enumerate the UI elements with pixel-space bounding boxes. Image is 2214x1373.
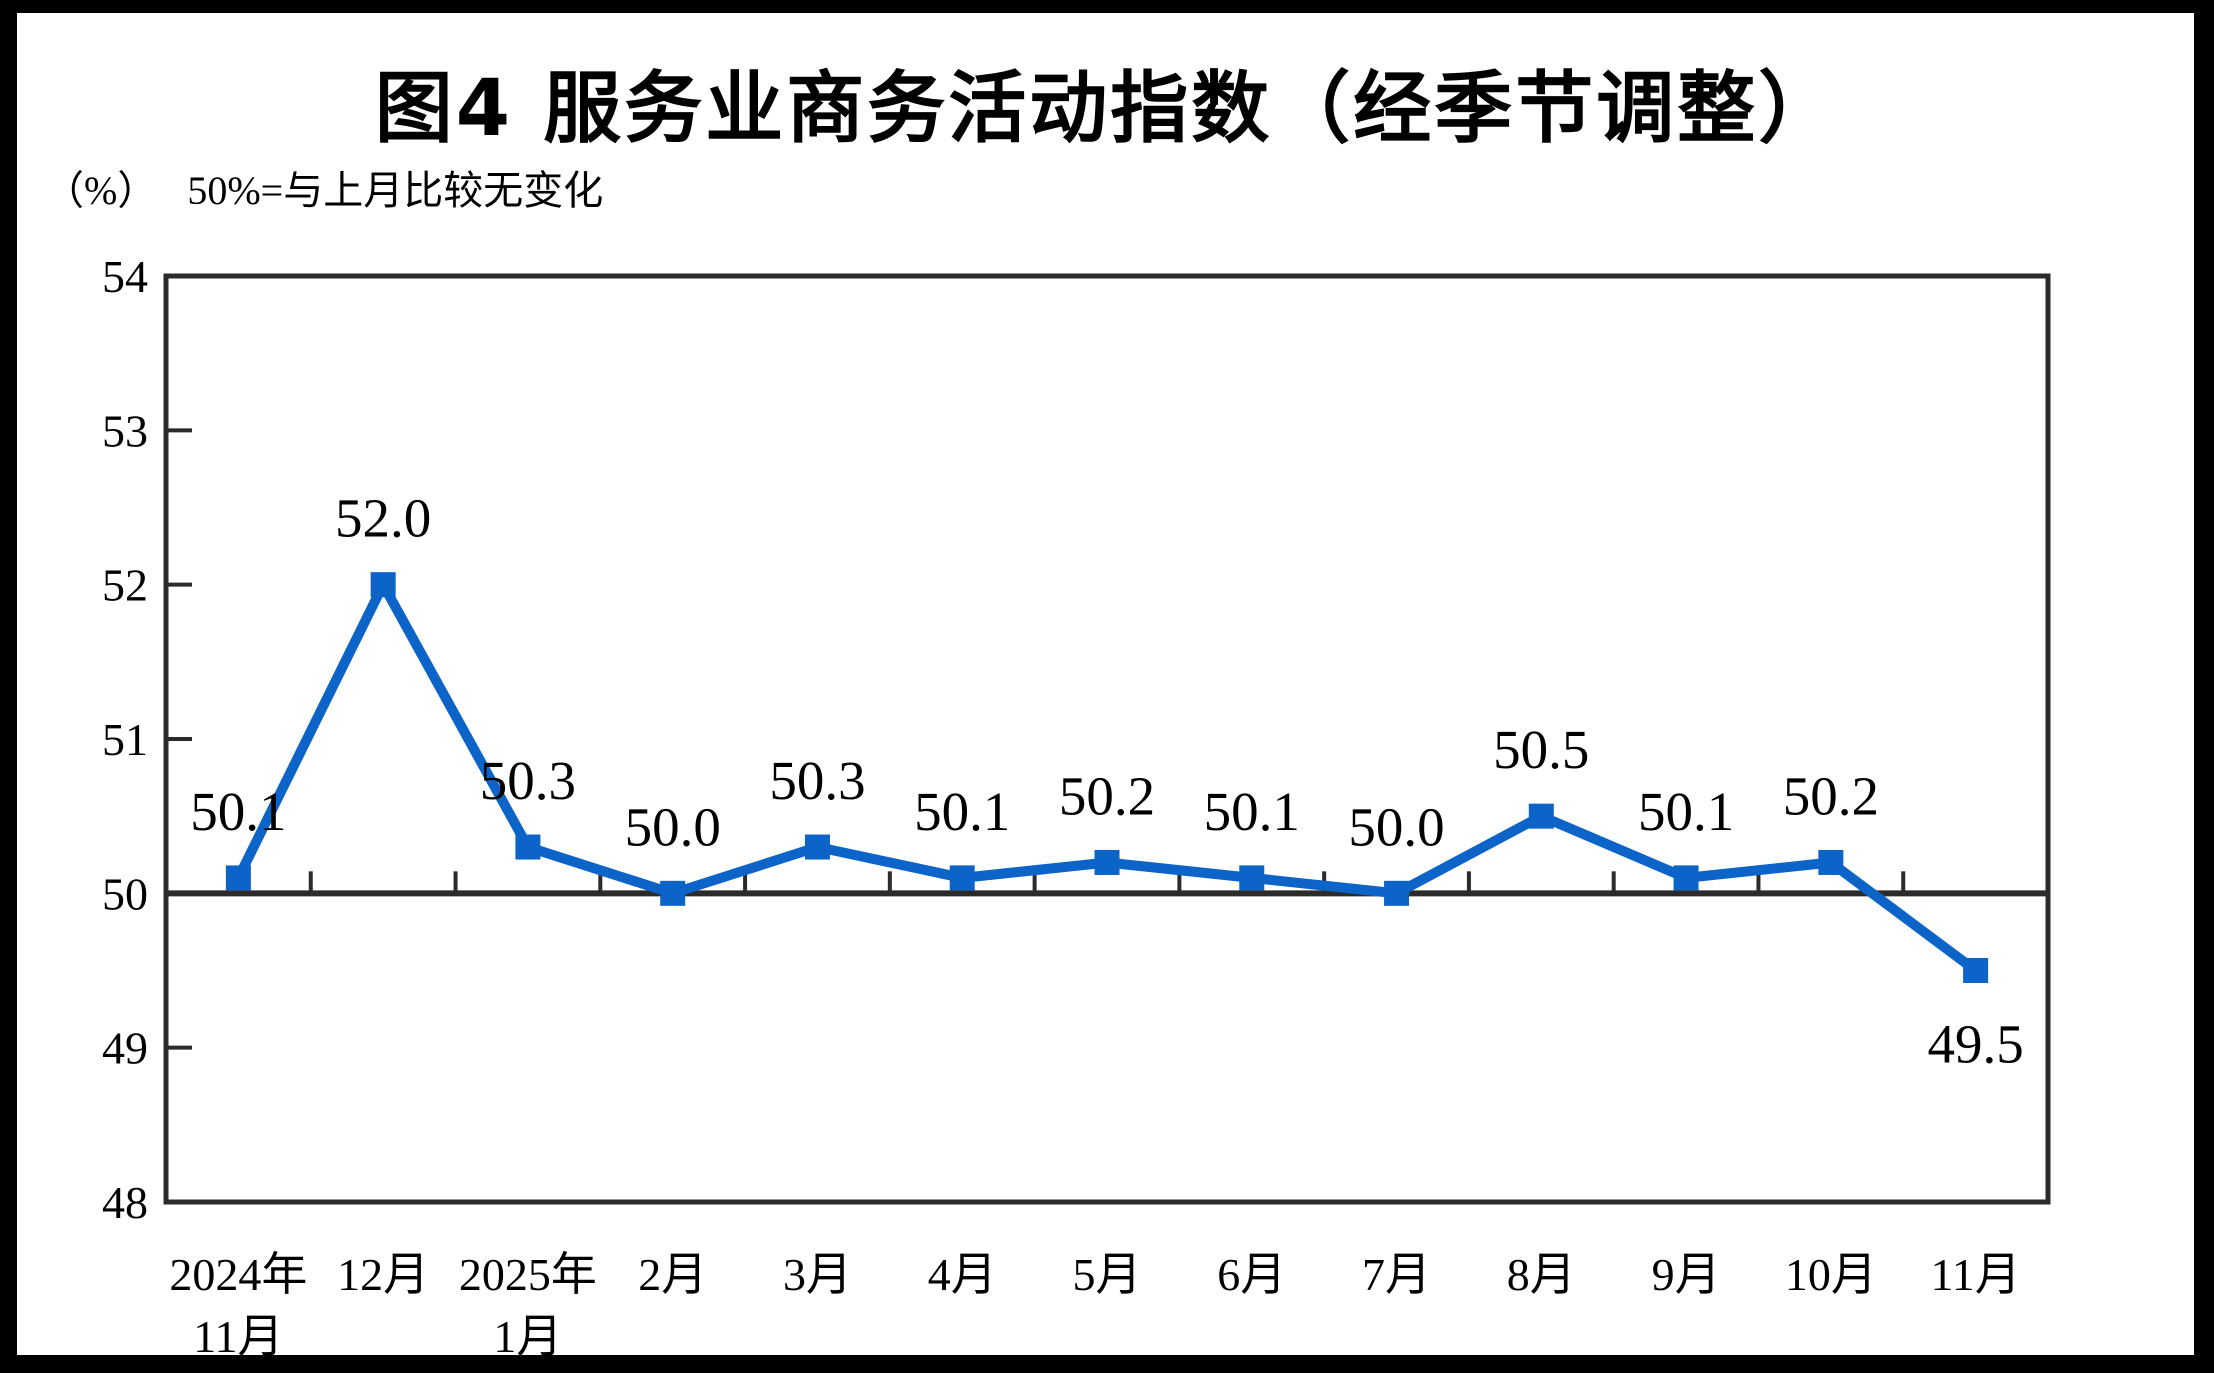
data-point-marker xyxy=(1963,958,1989,983)
data-label: 50.2 xyxy=(1059,765,1155,826)
data-label: 52.0 xyxy=(335,488,431,549)
x-tick-label: 2月 xyxy=(638,1249,707,1300)
data-point-marker xyxy=(370,572,396,598)
data-point-marker xyxy=(804,834,830,860)
chart-title: 图4 服务业商务活动指数（经季节调整） xyxy=(374,64,1840,154)
data-label: 50.1 xyxy=(190,781,286,842)
data-point-marker xyxy=(1239,865,1265,891)
data-point-marker xyxy=(1384,880,1410,906)
axes xyxy=(163,273,2051,1205)
data-label: 50.1 xyxy=(914,781,1010,842)
data-point-marker xyxy=(660,880,686,906)
baseline-note: 50%=与上月比较无变化 xyxy=(187,168,604,213)
data-labels: 50.1 52.0 50.3 50.0 50.3 50.1 50.2 50.1 50.0 50.5… xyxy=(190,488,2023,1075)
data-label: 50.3 xyxy=(480,750,576,811)
data-point-marker xyxy=(1094,849,1120,875)
y-tick-label: 48 xyxy=(102,1177,148,1228)
data-point-marker xyxy=(949,865,975,891)
data-label: 50.3 xyxy=(769,750,865,811)
x-tick-label: 12月 xyxy=(337,1249,429,1300)
data-label: 50.2 xyxy=(1783,765,1879,826)
x-tick-label: 2024年 xyxy=(169,1249,307,1300)
y-tick-label: 54 xyxy=(102,251,148,302)
x-tick-label: 9月 xyxy=(1652,1249,1721,1300)
x-tick-label: 7月 xyxy=(1362,1249,1431,1300)
x-tick-label: 4月 xyxy=(928,1249,997,1300)
y-tick-label: 53 xyxy=(102,405,148,456)
data-label: 50.0 xyxy=(1348,796,1444,857)
data-label: 50.5 xyxy=(1493,719,1589,780)
x-tick-label: 10月 xyxy=(1785,1249,1877,1300)
x-tick-label: 1月 xyxy=(493,1311,562,1362)
y-tick-label: 52 xyxy=(102,560,148,611)
series-markers xyxy=(225,572,1989,983)
x-tick-label: 11月 xyxy=(193,1311,283,1362)
x-tick-label: 3月 xyxy=(783,1249,852,1300)
x-tick-label: 6月 xyxy=(1217,1249,1286,1300)
y-axis-tick-labels: 48 49 50 51 52 53 54 xyxy=(102,251,148,1228)
x-tick-label: 8月 xyxy=(1507,1249,1576,1300)
y-axis-unit-label: （%） xyxy=(44,168,158,213)
figure-background xyxy=(17,13,2194,1355)
data-point-marker xyxy=(225,865,251,891)
plot-border xyxy=(163,273,2051,1205)
y-tick-label: 49 xyxy=(102,1023,148,1074)
data-point-marker xyxy=(515,834,541,860)
data-label: 50.0 xyxy=(625,796,721,857)
y-tick-label: 50 xyxy=(102,868,148,919)
data-point-marker xyxy=(1818,849,1844,875)
data-point-marker xyxy=(1528,803,1554,829)
data-label: 50.1 xyxy=(1204,781,1300,842)
data-point-marker xyxy=(1673,865,1699,891)
data-label: 49.5 xyxy=(1927,1014,2023,1075)
chart-subtitle: （%） 50%=与上月比较无变化 xyxy=(44,158,603,216)
y-tick-label: 51 xyxy=(102,714,148,765)
x-tick-label: 11月 xyxy=(1930,1249,2020,1300)
x-tick-label: 2025年 xyxy=(459,1249,597,1300)
x-axis-labels: 2024年 11月 12月 2025年 1月 2月 3月 4月 5月 6月 7月 8月 9月 10月 11月 xyxy=(169,1249,2020,1362)
data-label: 50.1 xyxy=(1638,781,1734,842)
x-tick-label: 5月 xyxy=(1073,1249,1142,1300)
